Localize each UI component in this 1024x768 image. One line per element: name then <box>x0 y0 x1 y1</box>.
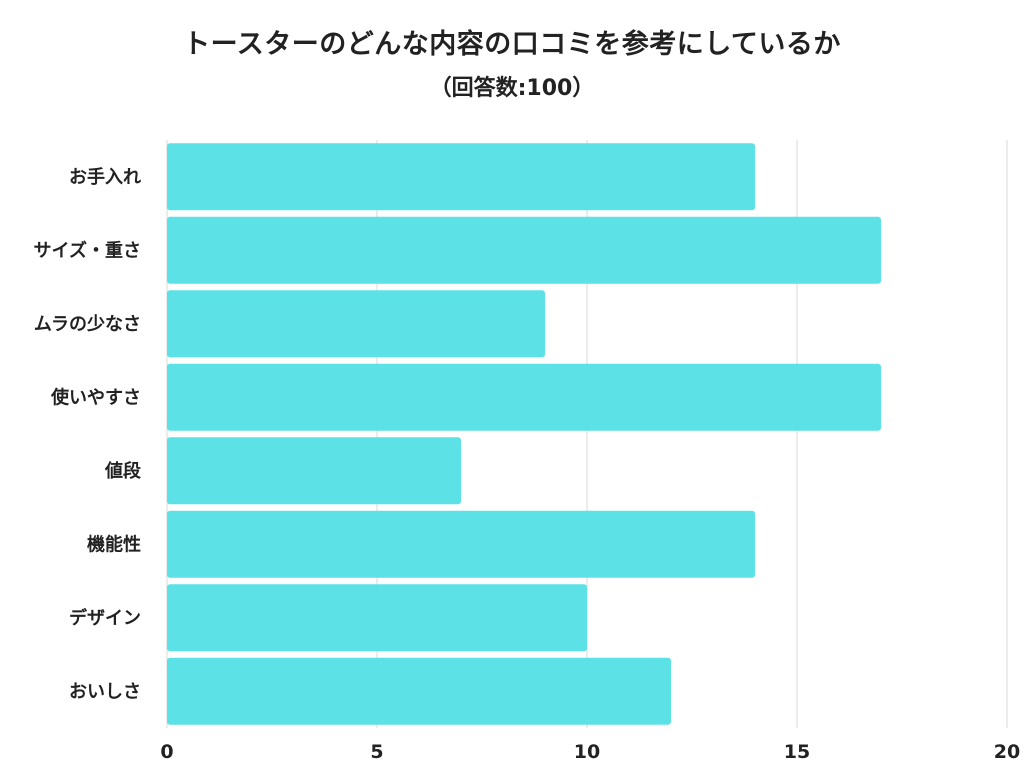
chart-subtitle: （回答数:100） <box>429 76 595 101</box>
bar-4 <box>167 437 461 505</box>
x-tick-label-20: 20 <box>994 741 1020 763</box>
x-tick-label-0: 0 <box>160 741 173 763</box>
bar-0 <box>167 143 755 211</box>
chart-title: トースターのどんな内容の口コミを参考にしているか <box>183 29 841 60</box>
x-tick-label-15: 15 <box>784 741 810 763</box>
category-label-3: 使いやすさ <box>50 387 141 408</box>
category-label-6: デザイン <box>69 607 141 629</box>
category-label-2: ムラの少なさ <box>34 314 141 335</box>
bar-2 <box>167 290 545 358</box>
category-label-5: 機能性 <box>87 533 141 555</box>
bar-6 <box>167 584 587 652</box>
x-tick-label-5: 5 <box>370 741 383 763</box>
category-label-1: サイズ・重さ <box>34 239 141 261</box>
bar-3 <box>167 363 881 431</box>
category-label-4: 値段 <box>104 460 142 482</box>
bar-7 <box>167 657 671 725</box>
x-tick-label-10: 10 <box>574 741 600 763</box>
bar-1 <box>167 216 881 284</box>
category-label-7: おいしさ <box>69 681 141 702</box>
category-label-0: お手入れ <box>69 166 141 188</box>
bar-5 <box>167 510 755 578</box>
